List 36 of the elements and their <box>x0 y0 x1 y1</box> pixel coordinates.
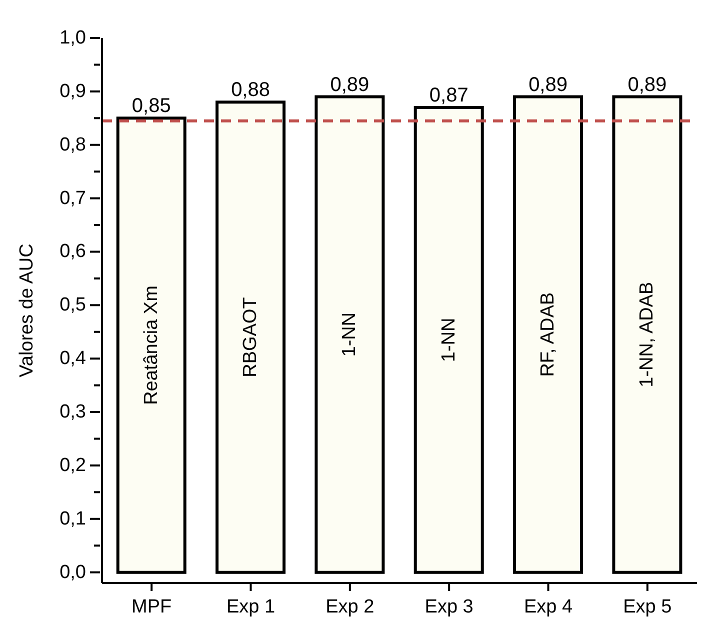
y-axis-title: Valores de AUC <box>16 244 38 378</box>
y-tick-label: 0,3 <box>60 402 86 423</box>
y-tick-label: 0,4 <box>60 348 86 370</box>
x-tick-label: Exp 1 <box>226 596 276 618</box>
y-tick-label: 0,2 <box>60 454 86 476</box>
bar <box>513 95 584 574</box>
x-tick-label: Exp 2 <box>326 596 374 618</box>
bar <box>612 95 682 574</box>
y-tick-label: 0,9 <box>60 80 86 102</box>
x-tick-label: MPF <box>132 596 172 618</box>
data-label: 0,88 <box>231 79 270 102</box>
annotation: Reatância Xm <box>140 286 162 405</box>
annotation: 1-NN, ADAB <box>636 282 658 388</box>
annotation: RF, ADAB <box>538 292 559 377</box>
bar <box>414 106 484 574</box>
annotation: 1-NN <box>438 318 460 362</box>
y-tick-label: 0,5 <box>60 294 86 316</box>
x-tick-label: Exp 4 <box>524 596 573 618</box>
bar <box>216 100 286 574</box>
y-tick-label: 0,0 <box>60 562 86 583</box>
x-tick-label: Exp 5 <box>623 596 672 618</box>
data-label: 0,89 <box>528 74 568 96</box>
data-label: 0,87 <box>429 84 468 106</box>
annotation: RBGAOT <box>240 296 262 378</box>
data-label: 0,89 <box>330 74 370 96</box>
y-tick-label: 1,0 <box>60 28 86 48</box>
data-label: 0,89 <box>628 74 667 96</box>
y-tick-label: 0,7 <box>60 188 86 209</box>
data-label: 0,85 <box>132 95 171 118</box>
x-tick-label: Exp 3 <box>424 596 474 618</box>
y-tick-label: 0,6 <box>60 241 86 262</box>
bar <box>116 116 186 574</box>
y-tick-label: 0,1 <box>60 508 86 530</box>
y-tick-label: 0,8 <box>60 134 86 156</box>
bar <box>314 95 385 574</box>
annotation: 1-NN <box>339 312 360 357</box>
